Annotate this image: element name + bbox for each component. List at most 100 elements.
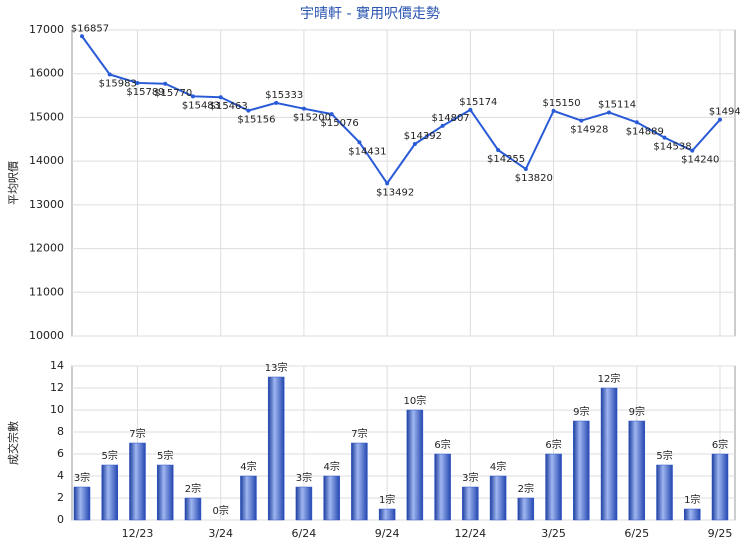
bar xyxy=(351,442,368,521)
value-label: $14889 xyxy=(626,126,664,137)
y-tick-label: 0 xyxy=(57,513,64,526)
bar xyxy=(184,497,202,521)
value-label: $15333 xyxy=(265,90,303,101)
value-label: 5宗 xyxy=(102,449,118,462)
value-label: 2宗 xyxy=(185,482,201,495)
y-tick-label: 12 xyxy=(50,381,64,394)
x-tick-label: 6/24 xyxy=(292,527,317,540)
value-label: 5宗 xyxy=(656,449,672,462)
value-label: $15150 xyxy=(542,98,580,109)
point xyxy=(690,148,695,153)
point xyxy=(218,95,223,100)
bar xyxy=(489,475,507,521)
bar xyxy=(323,475,340,521)
y-tick-label: 12000 xyxy=(29,242,64,255)
value-label: $15463 xyxy=(210,101,248,112)
value-label: $13820 xyxy=(515,173,553,184)
y-tick-label: 11000 xyxy=(29,285,64,298)
y-tick-label: 2 xyxy=(57,491,64,504)
y-tick-label: 8 xyxy=(57,425,64,438)
point xyxy=(440,123,445,128)
value-label: 6宗 xyxy=(712,438,728,451)
bar xyxy=(711,453,729,521)
point xyxy=(80,34,84,39)
point xyxy=(468,107,473,112)
value-label: $15983 xyxy=(99,78,137,89)
point xyxy=(246,108,251,113)
value-label: 9宗 xyxy=(573,405,589,418)
y-tick-label: 14 xyxy=(50,359,64,372)
point xyxy=(412,142,417,147)
bar xyxy=(462,486,479,521)
y-tick-label: 17000 xyxy=(29,23,64,36)
value-label: $15200 xyxy=(293,113,331,124)
point xyxy=(496,147,501,152)
bar xyxy=(73,486,91,521)
value-label: 1宗 xyxy=(379,493,395,506)
bar xyxy=(545,453,562,521)
value-label: 13宗 xyxy=(265,361,288,374)
value-label: 6宗 xyxy=(434,438,450,451)
value-label: 12宗 xyxy=(598,372,621,385)
bar xyxy=(267,376,285,521)
point xyxy=(551,108,556,113)
bar xyxy=(378,508,396,521)
bar xyxy=(600,387,618,521)
x-tick-label: 9/24 xyxy=(375,527,400,540)
x-tick-label: 12/23 xyxy=(122,527,154,540)
line xyxy=(81,35,721,186)
chart-title: 宇晴軒 - 實用呎價走勢 xyxy=(300,5,440,22)
value-label: $16857 xyxy=(71,23,109,34)
value-label: 6宗 xyxy=(545,438,561,451)
value-label: 7宗 xyxy=(129,427,145,440)
y-axis-label: 平均呎價 xyxy=(6,161,20,205)
point xyxy=(357,140,362,145)
plot-area xyxy=(71,365,736,521)
value-label: $15114 xyxy=(598,99,636,110)
value-label: $13492 xyxy=(376,187,414,198)
value-label: 9宗 xyxy=(629,405,645,418)
value-label: $14240 xyxy=(681,155,719,166)
value-label: $14255 xyxy=(487,154,525,165)
point xyxy=(579,118,584,123)
bar xyxy=(156,464,174,521)
y-tick-label: 6 xyxy=(57,447,64,460)
value-label: 4宗 xyxy=(490,460,506,473)
y-tick-label: 15000 xyxy=(29,110,64,123)
bar xyxy=(628,420,646,521)
value-label: 7宗 xyxy=(351,427,367,440)
value-label: $14431 xyxy=(348,146,386,157)
value-label: 3宗 xyxy=(296,471,312,484)
point xyxy=(163,81,168,86)
value-label: 2宗 xyxy=(518,482,534,495)
value-label: $14949 xyxy=(709,107,740,118)
value-label: $15483 xyxy=(182,100,220,111)
y-tick-label: 10 xyxy=(50,403,64,416)
point xyxy=(718,117,722,122)
point xyxy=(523,167,528,172)
value-label: $14392 xyxy=(404,131,442,142)
value-label: 3宗 xyxy=(462,471,478,484)
point xyxy=(135,80,140,85)
value-label: $14538 xyxy=(653,142,691,153)
value-label: $15174 xyxy=(459,97,497,108)
point xyxy=(385,181,390,186)
y-tick-label: 4 xyxy=(57,469,64,482)
bar xyxy=(517,497,535,521)
y-tick-label: 10000 xyxy=(29,329,64,342)
bar xyxy=(240,475,257,521)
bar xyxy=(129,442,146,521)
bar xyxy=(101,464,118,521)
bar xyxy=(434,453,451,521)
point xyxy=(329,112,334,117)
value-label: 10宗 xyxy=(404,394,427,407)
y-tick-label: 16000 xyxy=(29,67,64,80)
plot-area xyxy=(71,29,736,337)
x-tick-label: 6/25 xyxy=(624,527,649,540)
bar xyxy=(656,464,673,521)
x-tick-label: 12/24 xyxy=(454,527,486,540)
value-label: 4宗 xyxy=(323,460,339,473)
y-tick-label: 14000 xyxy=(29,154,64,167)
value-label: 5宗 xyxy=(157,449,173,462)
